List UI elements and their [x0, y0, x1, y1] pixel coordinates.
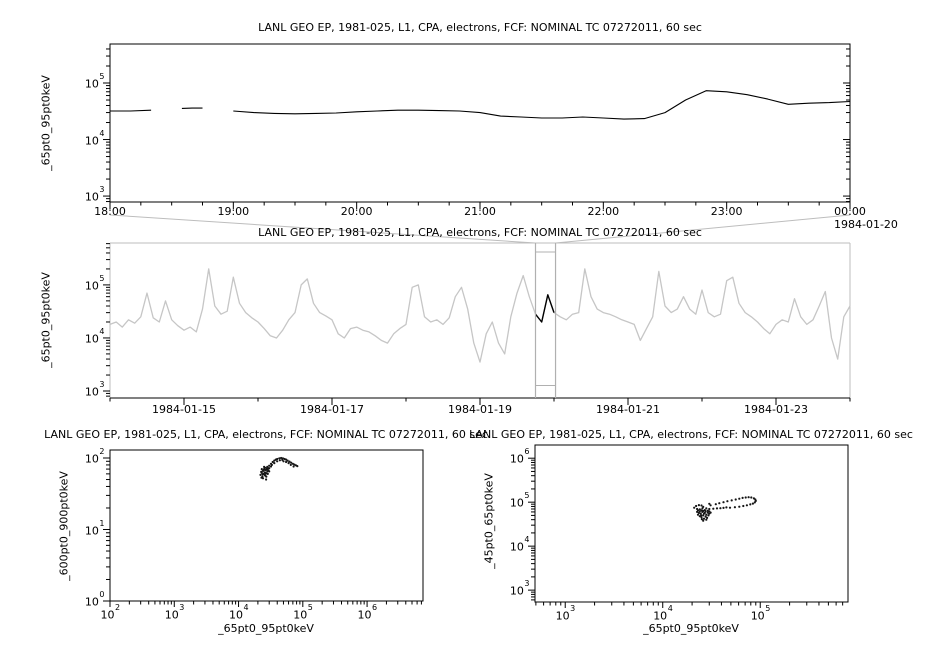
zoom-connector-right [555, 214, 851, 244]
scatter-right-plot-area[interactable] [535, 445, 848, 602]
overview-series-context [109, 268, 851, 363]
overview-plot-area[interactable] [110, 243, 850, 398]
scatter-left-frame [109, 449, 424, 602]
overview-series-highlight [534, 294, 555, 323]
scatter-left-points [259, 456, 299, 481]
detail-plot-area[interactable] [110, 44, 850, 202]
scatter-left-plot-area[interactable] [110, 450, 423, 601]
detail-series [110, 90, 851, 120]
scatter-right-frame [534, 444, 849, 603]
zoom-connector-left [109, 214, 536, 244]
scatter-right-points [693, 496, 757, 522]
